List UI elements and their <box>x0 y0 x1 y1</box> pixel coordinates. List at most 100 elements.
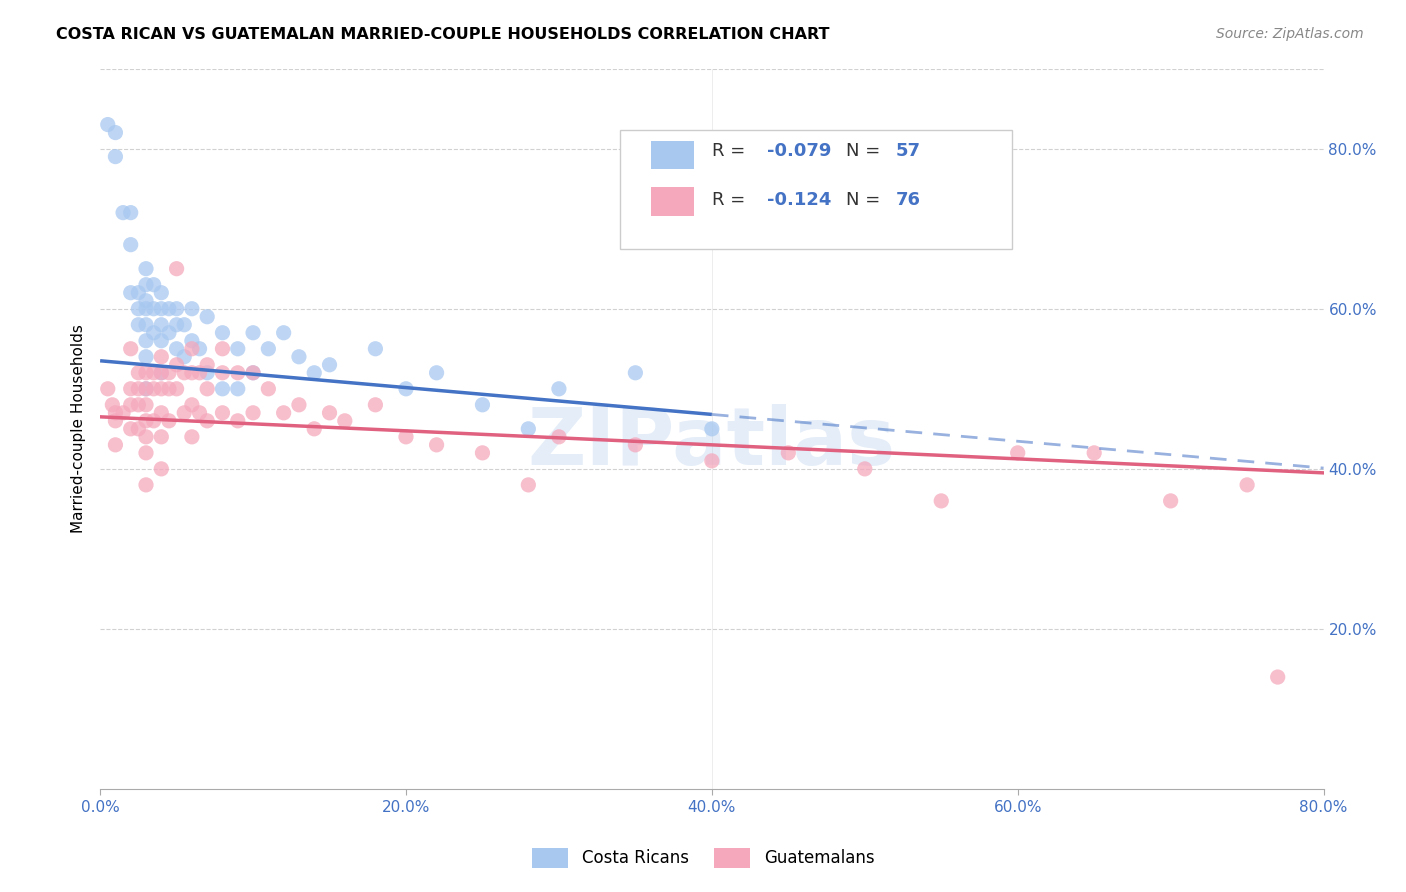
Point <box>1267 670 1289 684</box>
Point <box>257 382 280 396</box>
Point <box>173 318 195 332</box>
Point <box>135 382 157 396</box>
Point <box>333 414 356 428</box>
Point <box>288 398 311 412</box>
FancyBboxPatch shape <box>651 141 693 169</box>
Point <box>778 446 800 460</box>
Text: Source: ZipAtlas.com: Source: ZipAtlas.com <box>1216 27 1364 41</box>
Point <box>150 285 173 300</box>
Point <box>188 406 211 420</box>
Point <box>150 334 173 348</box>
Point <box>166 301 188 316</box>
Point <box>157 366 180 380</box>
Text: N =: N = <box>846 191 886 209</box>
Point <box>135 366 157 380</box>
Text: -0.124: -0.124 <box>766 191 831 209</box>
Point <box>127 422 149 436</box>
Point <box>173 350 195 364</box>
Point <box>97 382 120 396</box>
Point <box>188 342 211 356</box>
Point <box>135 334 157 348</box>
Point <box>104 150 127 164</box>
Point <box>226 414 249 428</box>
Point <box>142 414 165 428</box>
FancyBboxPatch shape <box>620 129 1011 249</box>
Point <box>426 438 449 452</box>
Point <box>288 350 311 364</box>
Point <box>150 318 173 332</box>
Point <box>142 277 165 292</box>
Point <box>120 398 142 412</box>
Point <box>101 398 124 412</box>
Point <box>120 422 142 436</box>
Point <box>135 261 157 276</box>
Point <box>157 414 180 428</box>
Point <box>127 318 149 332</box>
Point <box>700 422 723 436</box>
Point <box>211 342 233 356</box>
Point <box>120 205 142 219</box>
Point <box>104 406 127 420</box>
Point <box>226 366 249 380</box>
Point <box>242 366 264 380</box>
Point <box>104 414 127 428</box>
Point <box>127 398 149 412</box>
Point <box>180 301 202 316</box>
Point <box>166 382 188 396</box>
Point <box>517 422 540 436</box>
Point <box>273 406 295 420</box>
Legend: Costa Ricans, Guatemalans: Costa Ricans, Guatemalans <box>524 841 882 875</box>
Point <box>853 462 876 476</box>
Point <box>1236 478 1258 492</box>
Point <box>135 430 157 444</box>
Point <box>180 334 202 348</box>
Point <box>142 366 165 380</box>
Point <box>257 342 280 356</box>
Point <box>135 293 157 308</box>
Point <box>150 462 173 476</box>
Point <box>150 366 173 380</box>
Point <box>273 326 295 340</box>
Point <box>166 261 188 276</box>
Point <box>127 382 149 396</box>
FancyBboxPatch shape <box>651 187 693 216</box>
Point <box>226 342 249 356</box>
Point <box>195 310 218 324</box>
Point <box>112 205 135 219</box>
Point <box>929 494 952 508</box>
Point <box>112 406 135 420</box>
Point <box>135 446 157 460</box>
Point <box>166 342 188 356</box>
Point <box>548 382 571 396</box>
Point <box>104 438 127 452</box>
Point <box>120 285 142 300</box>
Point <box>195 358 218 372</box>
Point <box>180 342 202 356</box>
Point <box>104 126 127 140</box>
Point <box>142 326 165 340</box>
Point <box>242 366 264 380</box>
Point <box>318 406 340 420</box>
Point <box>135 382 157 396</box>
Point <box>135 277 157 292</box>
Point <box>517 478 540 492</box>
Point <box>135 301 157 316</box>
Text: R =: R = <box>711 191 751 209</box>
Point <box>302 366 325 380</box>
Point <box>142 301 165 316</box>
Point <box>1007 446 1029 460</box>
Point <box>471 446 494 460</box>
Point <box>302 422 325 436</box>
Point <box>180 430 202 444</box>
Point <box>135 350 157 364</box>
Point <box>127 366 149 380</box>
Point <box>226 382 249 396</box>
Text: N =: N = <box>846 143 886 161</box>
Point <box>242 326 264 340</box>
Point <box>135 398 157 412</box>
Point <box>211 406 233 420</box>
Point <box>211 326 233 340</box>
Point <box>364 398 387 412</box>
Point <box>364 342 387 356</box>
Point <box>180 398 202 412</box>
